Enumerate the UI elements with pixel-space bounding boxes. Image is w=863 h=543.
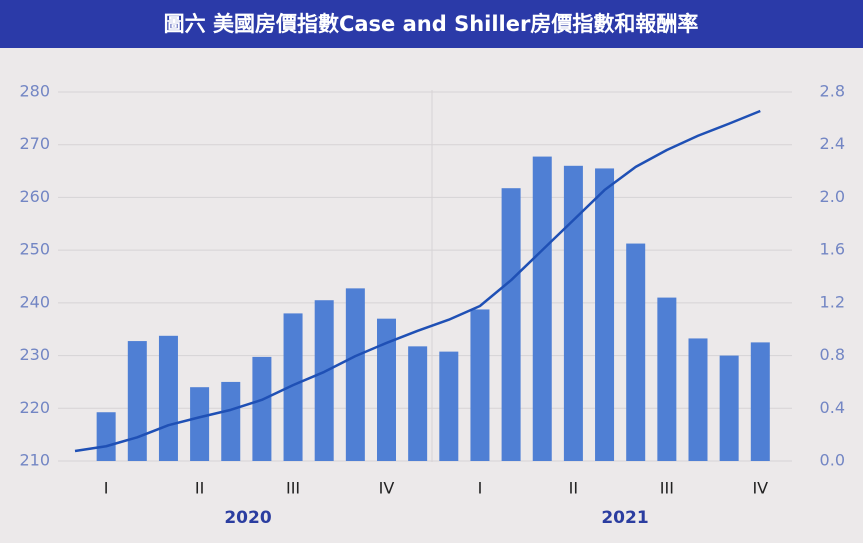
y-tick-label: 260 bbox=[19, 187, 50, 206]
y-tick-label: 230 bbox=[19, 345, 50, 364]
bar bbox=[626, 243, 646, 461]
y2-tick-label: 1.6 bbox=[820, 240, 845, 259]
y2-tick-label: 2.4 bbox=[820, 134, 845, 153]
x-tick-label: IV bbox=[752, 479, 768, 498]
bar bbox=[563, 165, 583, 462]
bar bbox=[657, 297, 677, 461]
x-tick-label: IV bbox=[379, 479, 395, 498]
bar bbox=[127, 341, 147, 461]
bar bbox=[750, 342, 770, 461]
y-tick-label: 280 bbox=[19, 82, 50, 101]
bar bbox=[439, 351, 459, 461]
y-tick-label: 270 bbox=[19, 134, 50, 153]
y2-tick-label: 0.8 bbox=[820, 345, 845, 364]
y-tick-label: 210 bbox=[19, 451, 50, 470]
bar bbox=[595, 168, 615, 461]
bar bbox=[408, 346, 428, 461]
year-label: 2020 bbox=[224, 508, 271, 528]
bar bbox=[345, 288, 365, 461]
title-bar bbox=[0, 0, 863, 48]
x-tick-label: III bbox=[660, 479, 674, 498]
bar bbox=[96, 412, 116, 461]
y2-tick-label: 0.4 bbox=[820, 398, 845, 417]
x-tick-label: II bbox=[569, 479, 578, 498]
bar bbox=[377, 318, 396, 461]
x-tick-label: II bbox=[195, 479, 204, 498]
bar bbox=[719, 355, 739, 461]
bar bbox=[314, 300, 334, 461]
x-tick-label: I bbox=[104, 479, 109, 498]
y2-tick-label: 1.2 bbox=[820, 292, 845, 311]
year-label: 2021 bbox=[601, 508, 648, 528]
bar bbox=[252, 356, 272, 461]
y2-tick-label: 0.0 bbox=[820, 451, 845, 470]
y-tick-label: 250 bbox=[19, 240, 50, 259]
bar bbox=[501, 188, 521, 462]
line bbox=[74, 109, 761, 453]
y-tick-label: 240 bbox=[19, 292, 50, 311]
bar bbox=[190, 387, 210, 461]
x-tick-label: I bbox=[478, 479, 483, 498]
bar bbox=[688, 338, 708, 461]
bar bbox=[158, 335, 178, 461]
x-tick-label: III bbox=[286, 479, 300, 498]
y-tick-label: 220 bbox=[19, 398, 50, 417]
chart-title: 圖六 美國房價指數Case and Shiller房價指數和報酬率 bbox=[164, 12, 699, 36]
bar bbox=[532, 156, 552, 461]
bar bbox=[470, 309, 490, 461]
bar bbox=[283, 313, 303, 461]
y2-tick-label: 2.0 bbox=[820, 187, 845, 206]
y2-tick-label: 2.8 bbox=[820, 82, 845, 101]
bar bbox=[221, 381, 241, 461]
